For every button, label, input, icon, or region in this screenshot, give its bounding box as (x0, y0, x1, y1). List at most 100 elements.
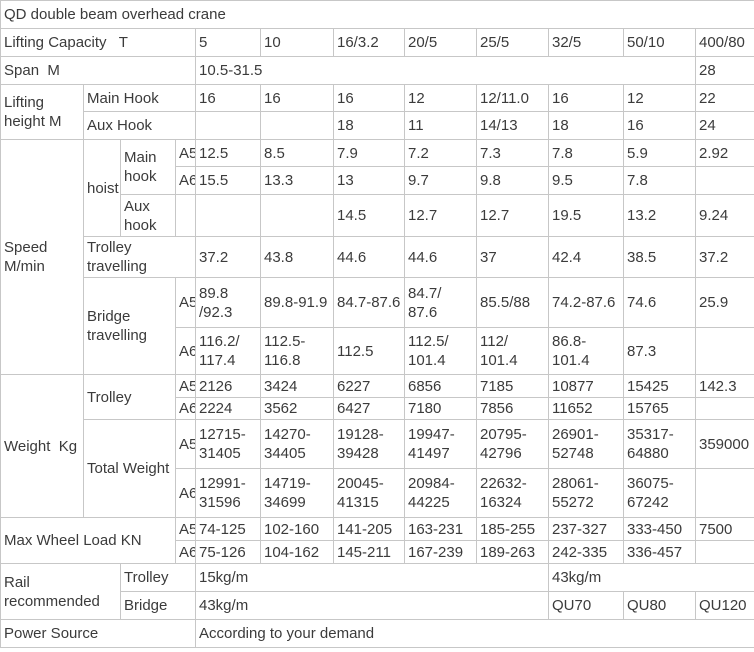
aux-hook-height-value (195, 111, 261, 140)
trolley-weight-a6-value: 3562 (260, 397, 334, 420)
trolley-travelling-value: 38.5 (623, 236, 696, 278)
grade-label-a5: A5 (175, 139, 196, 167)
bridge-a6-value: 112.5/ 101.4 (404, 327, 477, 375)
hoist-main-a5-value: 5.9 (623, 139, 696, 167)
hoist-main-a5-value: 7.2 (404, 139, 477, 167)
trolley-weight-a6-value: 6427 (333, 397, 405, 420)
row-label-span: Span M (0, 56, 196, 85)
main-hook-height-value: 12 (404, 84, 477, 112)
trolley-weight-a6-value: 2224 (195, 397, 261, 420)
trolley-weight-a5-value: 15425 (623, 374, 696, 398)
wheel-load-a5-value: 237-327 (548, 517, 624, 541)
trolley-travelling-value: 37.2 (195, 236, 261, 278)
total-weight-a5-value: 26901- 52748 (548, 419, 624, 469)
grade-label-a5: A5 (175, 419, 196, 469)
hoist-main-a5-value: 12.5 (195, 139, 261, 167)
wheel-load-a6-value: 75-126 (195, 540, 261, 564)
capacity-value: 5 (195, 28, 261, 57)
wheel-load-a5-value: 185-255 (476, 517, 549, 541)
bridge-a5-value: 74.6 (623, 277, 696, 328)
trolley-travelling-value: 37 (476, 236, 549, 278)
grade-label-a5: A5 (175, 517, 196, 541)
grade-label-a6: A6 (175, 468, 196, 518)
wheel-load-a6-value: 104-162 (260, 540, 334, 564)
bridge-a5-value: 25.9 (695, 277, 754, 328)
row-label-hoist: hoist (83, 139, 121, 237)
total-weight-a6-value: 28061- 55272 (548, 468, 624, 518)
aux-hook-height-value: 11 (404, 111, 477, 140)
wheel-load-a6-value: 242-335 (548, 540, 624, 564)
aux-hook-height-value (260, 111, 334, 140)
hoist-main-a5-value: 7.9 (333, 139, 405, 167)
rail-bridge-value-qu80: QU80 (623, 591, 696, 620)
capacity-value: 16/3.2 (333, 28, 405, 57)
bridge-a6-value: 87.3 (623, 327, 696, 375)
bridge-a6-value (695, 327, 754, 375)
total-weight-a6-value: 20984- 44225 (404, 468, 477, 518)
hoist-main-a6-value: 13 (333, 166, 405, 195)
trolley-travelling-value: 42.4 (548, 236, 624, 278)
hoist-main-a6-value: 15.5 (195, 166, 261, 195)
hoist-aux-value: 14.5 (333, 194, 405, 237)
row-label-bridge-travelling: Bridge travelling (83, 277, 176, 375)
row-label-lifting-height: Lifting height M (0, 84, 84, 140)
row-label-total-weight: Total Weight (83, 419, 176, 518)
total-weight-a6-value: 36075- 67242 (623, 468, 696, 518)
row-label-main-hook: Main Hook (83, 84, 196, 112)
row-label-trolley-weight: Trolley (83, 374, 176, 420)
capacity-value: 50/10 (623, 28, 696, 57)
trolley-weight-a6-value: 7180 (404, 397, 477, 420)
bridge-a5-value: 74.2-87.6 (548, 277, 624, 328)
bridge-a6-value: 112.5- 116.8 (260, 327, 334, 375)
trolley-travelling-value: 44.6 (404, 236, 477, 278)
hoist-aux-value: 12.7 (404, 194, 477, 237)
hoist-main-a6-value: 13.3 (260, 166, 334, 195)
rail-trolley-value-left: 15kg/m (195, 563, 549, 592)
trolley-travelling-value: 37.2 (695, 236, 754, 278)
row-label-hoist-main-hook: Main hook (120, 139, 176, 195)
trolley-weight-a5-value: 7185 (476, 374, 549, 398)
trolley-weight-a5-value: 6856 (404, 374, 477, 398)
hoist-main-a6-value: 9.5 (548, 166, 624, 195)
hoist-aux-value: 19.5 (548, 194, 624, 237)
hoist-main-a5-value: 7.3 (476, 139, 549, 167)
capacity-value: 32/5 (548, 28, 624, 57)
row-label-power-source: Power Source (0, 619, 196, 648)
trolley-weight-a5-value: 2126 (195, 374, 261, 398)
trolley-weight-a5-value: 142.3 (695, 374, 754, 398)
trolley-weight-a6-value: 15765 (623, 397, 696, 420)
wheel-load-a6-value: 336-457 (623, 540, 696, 564)
capacity-value: 20/5 (404, 28, 477, 57)
hoist-aux-value (195, 194, 261, 237)
trolley-weight-a5-value: 6227 (333, 374, 405, 398)
hoist-main-a5-value: 2.92 (695, 139, 754, 167)
row-label-aux-hook: Aux Hook (83, 111, 196, 140)
main-hook-height-value: 16 (260, 84, 334, 112)
row-label-weight: Weight Kg (0, 374, 84, 518)
bridge-a5-value: 89.8 /92.3 (195, 277, 261, 328)
row-label-hoist-aux-hook: Aux hook (120, 194, 176, 237)
bridge-a5-value: 85.5/88 (476, 277, 549, 328)
grade-label-empty (175, 194, 196, 237)
total-weight-a6-value (695, 468, 754, 518)
span-value-last: 28 (695, 56, 754, 85)
wheel-load-a5-value: 163-231 (404, 517, 477, 541)
wheel-load-a5-value: 74-125 (195, 517, 261, 541)
bridge-a6-value: 86.8- 101.4 (548, 327, 624, 375)
hoist-aux-value (260, 194, 334, 237)
grade-label-a5: A5 (175, 277, 196, 328)
bridge-a6-value: 112.5 (333, 327, 405, 375)
grade-label-a6: A6 (175, 166, 196, 195)
grade-label-a6: A6 (175, 397, 196, 420)
total-weight-a5-value: 19128- 39428 (333, 419, 405, 469)
total-weight-a5-value: 35317- 64880 (623, 419, 696, 469)
bridge-a6-value: 112/ 101.4 (476, 327, 549, 375)
trolley-weight-a6-value (695, 397, 754, 420)
total-weight-a5-value: 359000 (695, 419, 754, 469)
wheel-load-a5-value: 102-160 (260, 517, 334, 541)
wheel-load-a5-value: 7500 (695, 517, 754, 541)
total-weight-a6-value: 14719- 34699 (260, 468, 334, 518)
total-weight-a5-value: 14270- 34405 (260, 419, 334, 469)
main-hook-height-value: 16 (195, 84, 261, 112)
